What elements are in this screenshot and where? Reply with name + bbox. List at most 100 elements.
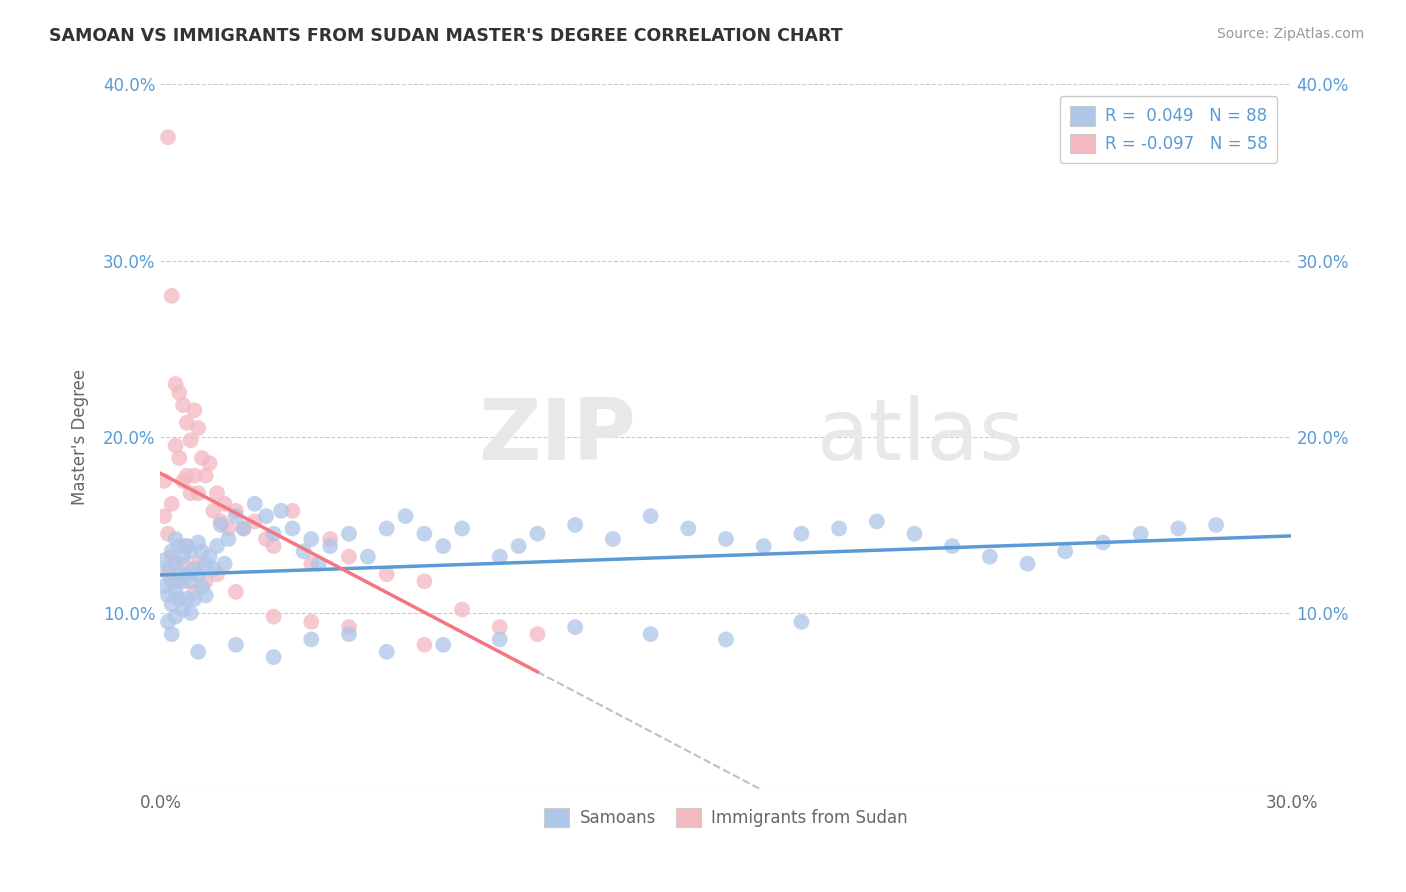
Point <box>198 549 221 564</box>
Point <box>187 486 209 500</box>
Point <box>205 539 228 553</box>
Point <box>165 557 187 571</box>
Point <box>176 539 198 553</box>
Point <box>225 585 247 599</box>
Point <box>1054 544 1077 558</box>
Point <box>176 468 198 483</box>
Point <box>153 474 176 488</box>
Point <box>169 574 191 589</box>
Point <box>394 509 416 524</box>
Point <box>194 588 217 602</box>
Point <box>172 574 194 589</box>
Point <box>180 544 202 558</box>
Point <box>375 645 398 659</box>
Point <box>866 515 889 529</box>
Point <box>337 620 360 634</box>
Point <box>254 532 277 546</box>
Point <box>526 526 548 541</box>
Point <box>254 509 277 524</box>
Point <box>157 562 180 576</box>
Point <box>165 532 187 546</box>
Point <box>157 615 180 629</box>
Point <box>640 627 662 641</box>
Point <box>202 504 225 518</box>
Point <box>217 532 239 546</box>
Point <box>225 638 247 652</box>
Point <box>243 515 266 529</box>
Point <box>183 562 205 576</box>
Point <box>194 468 217 483</box>
Point <box>153 553 176 567</box>
Point <box>640 509 662 524</box>
Point <box>1205 517 1227 532</box>
Point <box>451 602 474 616</box>
Point <box>488 549 510 564</box>
Text: SAMOAN VS IMMIGRANTS FROM SUDAN MASTER'S DEGREE CORRELATION CHART: SAMOAN VS IMMIGRANTS FROM SUDAN MASTER'S… <box>49 27 842 45</box>
Point <box>176 567 198 582</box>
Point <box>165 609 187 624</box>
Point <box>243 497 266 511</box>
Point <box>714 532 737 546</box>
Point <box>165 574 187 589</box>
Point <box>194 574 217 589</box>
Text: ZIP: ZIP <box>478 395 636 478</box>
Point <box>1017 557 1039 571</box>
Point <box>263 539 285 553</box>
Point <box>564 517 586 532</box>
Point <box>337 549 360 564</box>
Point <box>214 557 236 571</box>
Point <box>337 526 360 541</box>
Point <box>202 562 225 576</box>
Point <box>299 532 322 546</box>
Point <box>413 638 436 652</box>
Point <box>225 509 247 524</box>
Point <box>602 532 624 546</box>
Point <box>714 632 737 647</box>
Point <box>270 504 292 518</box>
Point <box>1129 526 1152 541</box>
Point <box>180 434 202 448</box>
Point <box>209 517 232 532</box>
Point <box>172 557 194 571</box>
Point <box>157 130 180 145</box>
Point <box>160 549 183 564</box>
Point <box>413 574 436 589</box>
Point <box>180 574 202 589</box>
Point <box>299 632 322 647</box>
Point <box>191 580 214 594</box>
Point <box>752 539 775 553</box>
Point <box>187 645 209 659</box>
Point <box>194 557 217 571</box>
Point <box>180 567 202 582</box>
Point <box>319 539 342 553</box>
Point <box>176 591 198 606</box>
Point <box>263 609 285 624</box>
Point <box>432 539 454 553</box>
Point <box>308 557 330 571</box>
Point <box>160 597 183 611</box>
Point <box>183 585 205 599</box>
Point <box>169 567 191 582</box>
Point <box>451 521 474 535</box>
Point <box>337 627 360 641</box>
Point <box>205 567 228 582</box>
Point <box>183 591 205 606</box>
Point <box>165 376 187 391</box>
Point <box>157 567 180 582</box>
Point <box>153 509 176 524</box>
Point <box>160 627 183 641</box>
Point <box>187 557 209 571</box>
Point <box>217 521 239 535</box>
Point <box>172 549 194 564</box>
Point <box>169 450 191 465</box>
Point <box>319 532 342 546</box>
Point <box>183 468 205 483</box>
Point <box>160 544 183 558</box>
Point <box>180 486 202 500</box>
Y-axis label: Master's Degree: Master's Degree <box>72 368 89 505</box>
Point <box>180 606 202 620</box>
Point <box>564 620 586 634</box>
Point <box>169 385 191 400</box>
Point <box>678 521 700 535</box>
Point <box>172 398 194 412</box>
